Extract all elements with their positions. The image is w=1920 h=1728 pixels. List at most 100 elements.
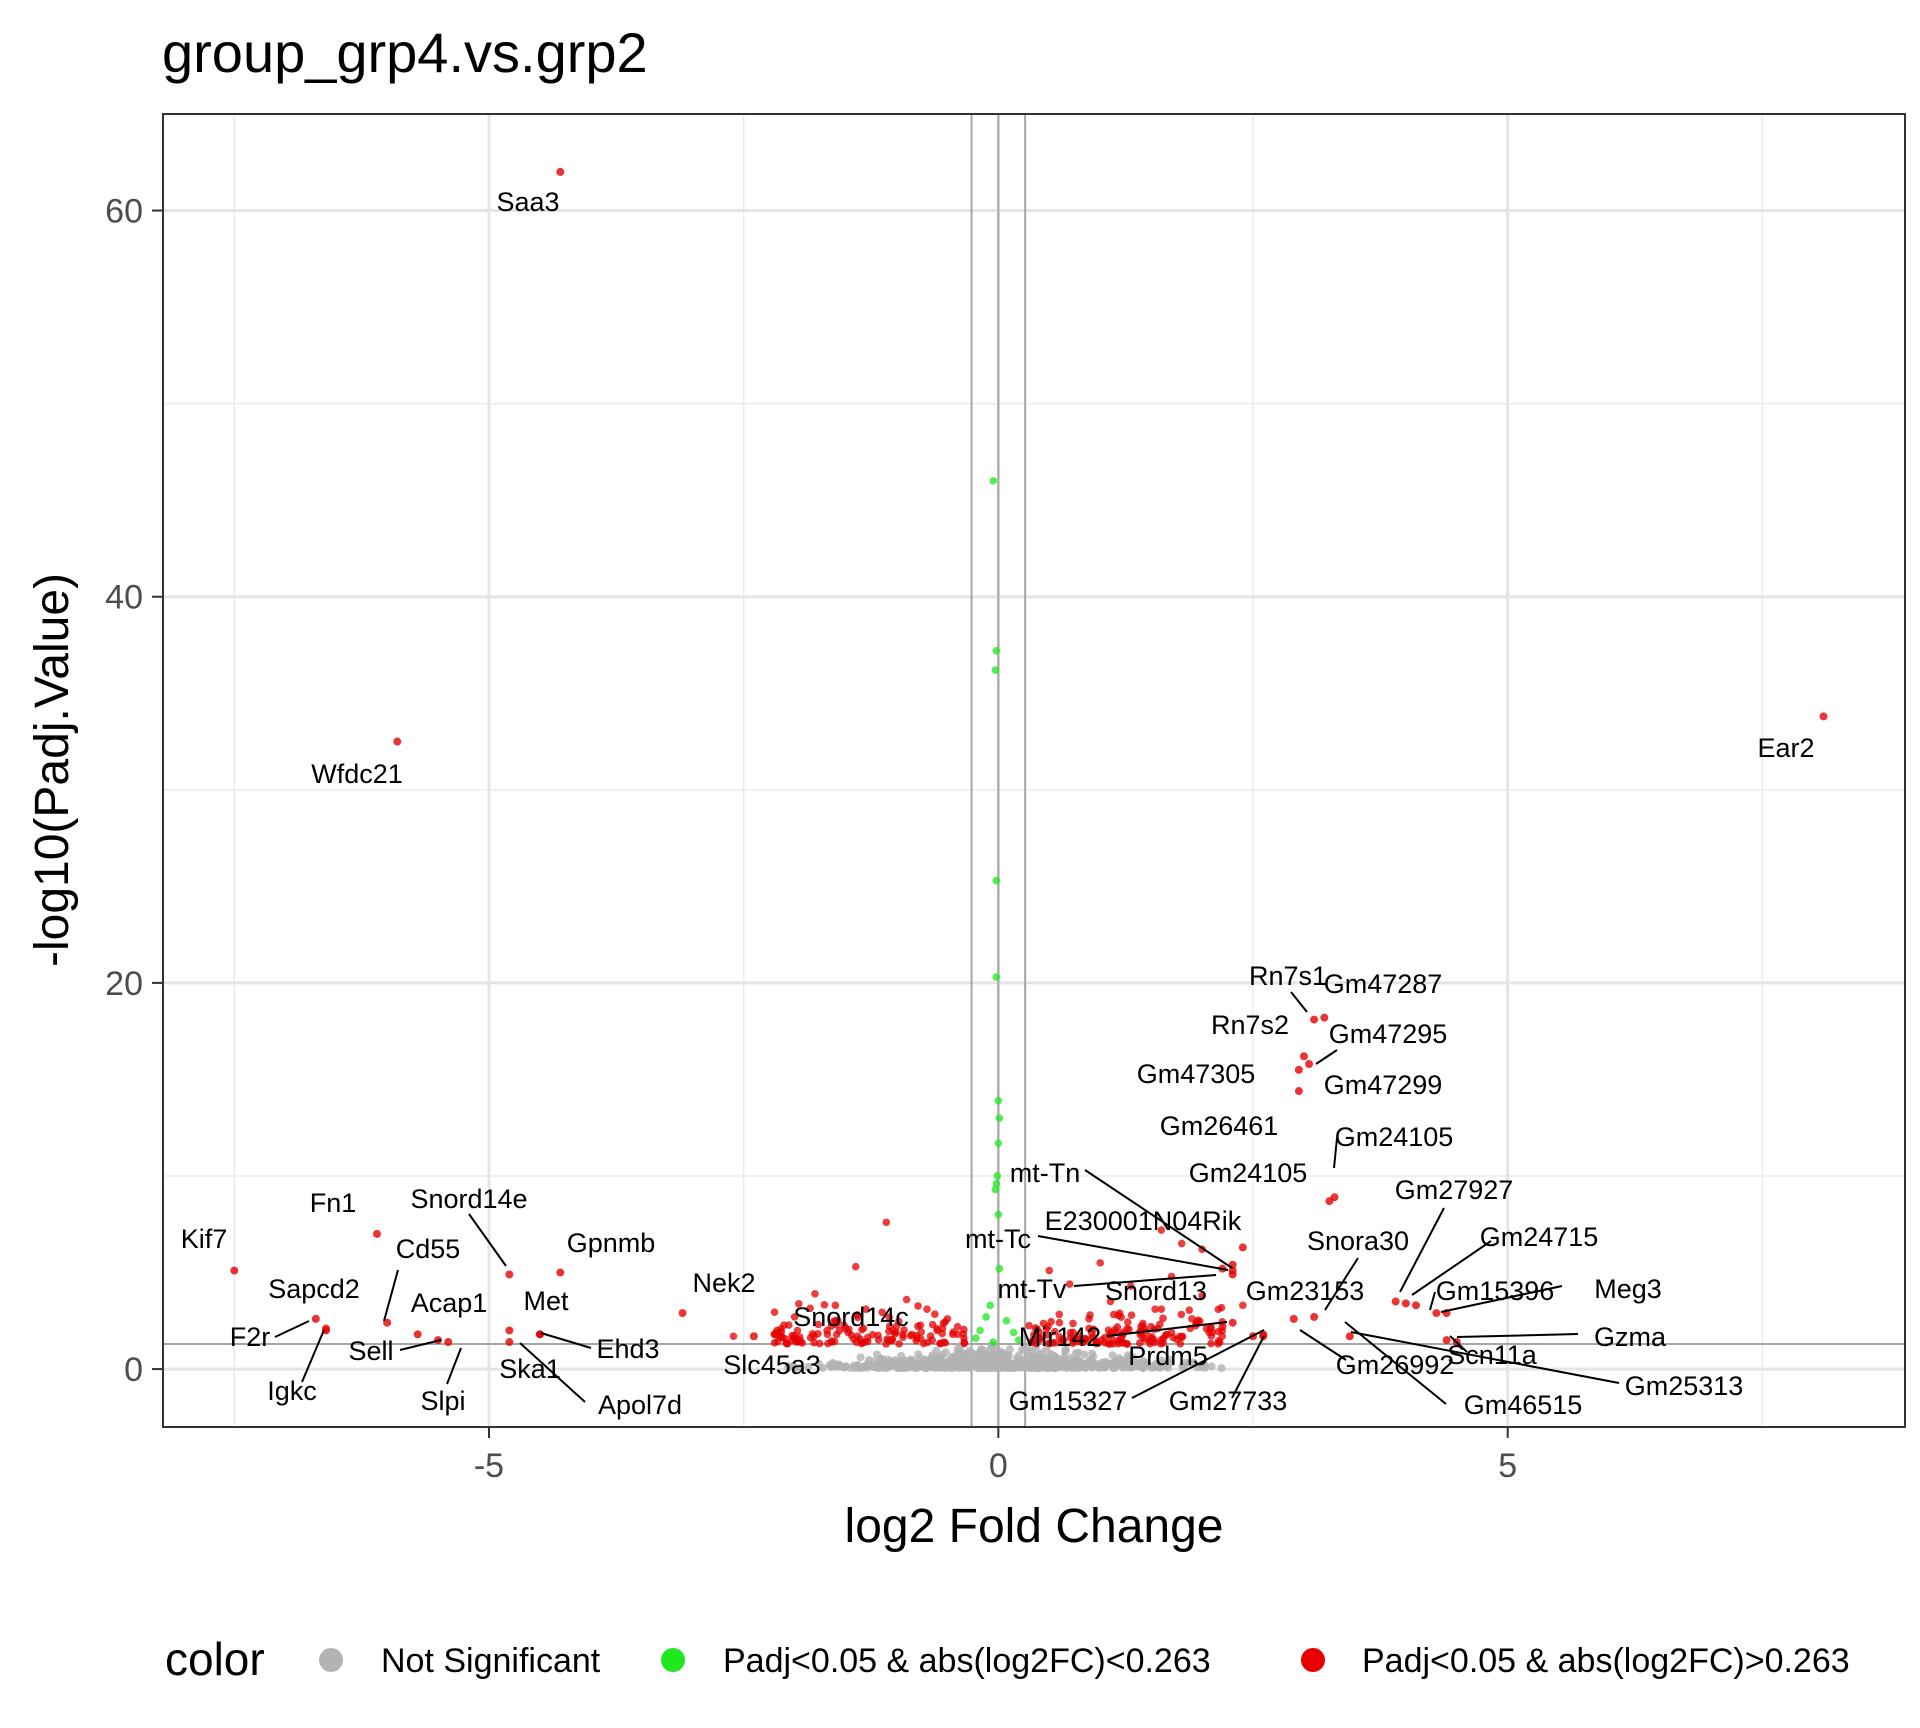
point-not-significant	[870, 1357, 879, 1366]
gene-label-leader	[1131, 1329, 1265, 1399]
point-not-significant	[994, 1358, 1003, 1367]
gene-label: Nek2	[692, 1268, 755, 1298]
point-significant-large-fc	[1167, 1328, 1176, 1337]
point-labeled	[1238, 1243, 1247, 1252]
point-significant-large-fc	[1126, 1282, 1135, 1290]
point-not-significant	[914, 1359, 923, 1368]
point-significant-large-fc	[811, 1289, 819, 1298]
gene-label-leader	[1324, 1257, 1359, 1311]
point-significant-large-fc	[892, 1328, 900, 1337]
point-significant-large-fc	[806, 1304, 814, 1313]
point-not-significant	[1020, 1344, 1029, 1353]
point-labeled	[1345, 1332, 1354, 1341]
point-significant-large-fc	[853, 1311, 862, 1319]
point-significant-small-fc	[986, 1301, 994, 1310]
point-not-significant	[1200, 1361, 1209, 1370]
point-significant-large-fc	[913, 1334, 921, 1342]
point-significant-large-fc	[831, 1301, 840, 1310]
point-labeled	[311, 1314, 320, 1323]
point-labeled	[1819, 712, 1828, 721]
point-significant-large-fc	[1096, 1259, 1105, 1267]
point-significant-large-fc	[1047, 1317, 1055, 1326]
point-not-significant	[1207, 1362, 1216, 1371]
point-labeled	[841, 1324, 850, 1333]
point-significant-large-fc	[1106, 1297, 1115, 1306]
gene-label: Gm27733	[1169, 1386, 1288, 1416]
point-not-significant	[875, 1362, 884, 1371]
point-significant-large-fc	[1106, 1339, 1114, 1348]
y-axis-tick-label: 20	[105, 965, 143, 1003]
gene-label: mt-Tn	[1010, 1158, 1081, 1188]
gene-label-leader	[540, 1332, 592, 1349]
point-significant-large-fc	[885, 1313, 893, 1322]
point-significant-large-fc	[960, 1325, 968, 1334]
gene-label: Snora30	[1307, 1226, 1409, 1256]
point-not-significant	[856, 1353, 865, 1362]
gene-label: Ska1	[499, 1354, 561, 1384]
point-significant-small-fc	[1014, 1336, 1023, 1344]
legend-swatch	[661, 1648, 685, 1672]
point-labeled	[1320, 1013, 1329, 1022]
gene-label: Acap1	[411, 1288, 488, 1318]
point-not-significant	[1180, 1362, 1189, 1371]
point-significant-large-fc	[1055, 1310, 1064, 1319]
point-not-significant	[1060, 1354, 1069, 1363]
point-significant-small-fc	[994, 1139, 1003, 1147]
point-not-significant	[1034, 1363, 1043, 1372]
point-significant-large-fc	[1207, 1339, 1215, 1348]
point-significant-large-fc	[895, 1340, 903, 1348]
point-labeled	[1310, 1015, 1319, 1024]
gene-label: Gm47305	[1137, 1059, 1256, 1089]
point-labeled	[505, 1338, 514, 1347]
gene-label: Gm24105	[1189, 1158, 1308, 1188]
point-significant-large-fc	[943, 1315, 952, 1323]
point-not-significant	[928, 1351, 937, 1360]
gene-label: Slc45a3	[723, 1350, 821, 1380]
gene-label: Gm23153	[1246, 1276, 1365, 1306]
gene-label: Gm47295	[1329, 1019, 1448, 1049]
gene-label: Meg3	[1594, 1274, 1662, 1304]
point-significant-large-fc	[1092, 1339, 1101, 1348]
legend-title: color	[165, 1633, 265, 1685]
point-significant-large-fc	[1217, 1303, 1226, 1312]
point-significant-large-fc	[1085, 1324, 1093, 1333]
legend-swatch	[1301, 1648, 1325, 1672]
point-significant-large-fc	[790, 1313, 799, 1321]
point-significant-large-fc	[1157, 1336, 1166, 1344]
point-not-significant	[1108, 1351, 1117, 1360]
point-significant-small-fc	[972, 1334, 980, 1342]
point-significant-large-fc	[1146, 1339, 1154, 1348]
point-significant-large-fc	[1214, 1340, 1222, 1348]
point-significant-large-fc	[1045, 1266, 1054, 1275]
point-significant-small-fc	[991, 1185, 1000, 1194]
point-significant-large-fc	[770, 1308, 779, 1317]
point-significant-large-fc	[917, 1328, 926, 1336]
gene-label: Apol7d	[598, 1390, 682, 1420]
point-significant-small-fc	[992, 1179, 1001, 1188]
point-not-significant	[1217, 1364, 1226, 1373]
point-significant-large-fc	[931, 1310, 939, 1319]
point-significant-large-fc	[847, 1331, 856, 1340]
point-labeled	[1228, 1266, 1237, 1275]
point-significant-large-fc	[923, 1305, 931, 1314]
gene-label: Fn1	[310, 1188, 357, 1218]
point-labeled	[1305, 1059, 1314, 1068]
gene-label-leader	[1106, 1321, 1228, 1337]
point-significant-large-fc	[1176, 1339, 1185, 1348]
point-significant-large-fc	[878, 1308, 886, 1317]
point-significant-large-fc	[1151, 1305, 1159, 1314]
point-not-significant	[914, 1350, 923, 1359]
gene-label: Snord14e	[410, 1184, 527, 1214]
gene-label-leader	[1084, 1169, 1233, 1269]
point-labeled	[556, 167, 565, 176]
point-significant-large-fc	[902, 1295, 911, 1304]
gene-label: Ehd3	[596, 1334, 659, 1364]
gene-label: Wfdc21	[311, 759, 403, 789]
point-significant-large-fc	[1034, 1334, 1042, 1342]
point-significant-large-fc	[814, 1329, 822, 1338]
gene-label-leader	[1350, 1331, 1620, 1384]
point-significant-large-fc	[914, 1322, 922, 1331]
point-not-significant	[885, 1362, 894, 1371]
